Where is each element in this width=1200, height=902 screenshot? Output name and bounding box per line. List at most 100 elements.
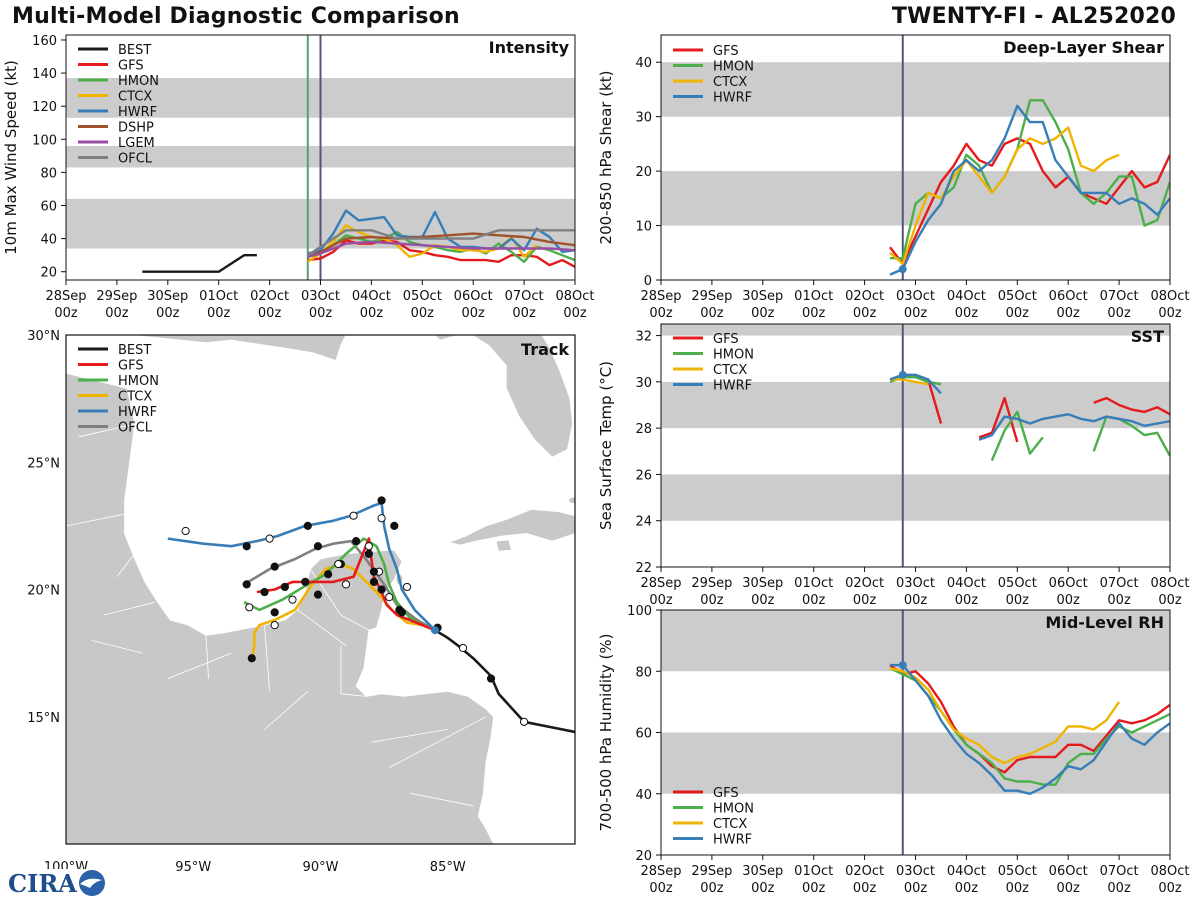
x-tick-label: 04Oct	[352, 289, 391, 304]
chart-sst: 28Sep 00z 29Sep 00z 30Sep 00z 01Oct 00z 02Oct 00z…	[597, 323, 1190, 608]
cira-logo-icon: CIRA	[4, 869, 108, 898]
border-line	[409, 792, 474, 807]
land-usa	[66, 335, 575, 458]
track-marker-hmon	[270, 608, 279, 617]
x-tick-label: 30Sep	[742, 864, 783, 879]
init-point	[898, 370, 907, 379]
border-line	[66, 512, 130, 527]
x-tick-label: 03Oct	[896, 864, 935, 879]
x-tick-hour: 00z	[955, 306, 979, 321]
border-line	[309, 568, 342, 616]
y-tick-label: 25°N	[27, 456, 60, 471]
y-tick-label: 120	[32, 100, 57, 115]
series-ofcl	[307, 229, 575, 257]
y-tick-label: 40	[40, 233, 57, 248]
border-line	[297, 609, 347, 646]
band-0	[661, 171, 1170, 226]
legend-label-ctcx: CTCX	[713, 75, 747, 90]
track-marker-ctcx	[313, 590, 323, 599]
legend-label-lgem: LGEM	[118, 136, 155, 151]
track-marker-ofcl	[313, 542, 323, 551]
chart-track: 100°W 95°W 90°W 85°W15°N20°N25°N30°NTrackBE…	[27, 329, 576, 875]
track-marker-gfs	[369, 567, 379, 576]
legend-label-gfs: GFS	[118, 59, 144, 74]
x-tick-hour: 00z	[649, 306, 673, 321]
legend-label-ctcx: CTCX	[118, 90, 152, 105]
x-tick-hour: 00z	[649, 881, 673, 896]
series-group	[889, 661, 1170, 795]
legend-label-hwrf: HWRF	[118, 105, 157, 120]
x-tick-hour: 00z	[563, 306, 587, 321]
x-tick-hour: 00z	[853, 881, 877, 896]
track-marker-ofcl	[270, 562, 279, 571]
x-tick-hour: 00z	[462, 306, 486, 321]
y-tick-label: 24	[635, 515, 652, 530]
x-tick-label: 07Oct	[1100, 289, 1139, 304]
x-tick-hour: 00z	[1158, 306, 1182, 321]
x-tick-label: 06Oct	[1049, 864, 1088, 879]
page-title: Multi-Model Diagnostic Comparison	[12, 4, 460, 29]
legend-label-hwrf: HWRF	[713, 91, 752, 106]
legend-label-hmon: HMON	[713, 348, 754, 363]
series-ctcx	[889, 667, 1121, 765]
x-tick-label: 95°W	[175, 860, 211, 875]
cira-logo-text: CIRA	[8, 869, 77, 898]
x-tick-hour: 00z	[1158, 881, 1182, 896]
legend-label-hmon: HMON	[713, 802, 754, 817]
init-point	[898, 265, 907, 274]
x-tick-label: 04Oct	[947, 576, 986, 591]
track-marker-hmon	[288, 595, 297, 604]
x-tick-label: 30Sep	[742, 576, 783, 591]
legend-label-gfs: GFS	[713, 332, 739, 347]
x-tick-hour: 00z	[1006, 881, 1030, 896]
series-gfs	[1093, 396, 1170, 416]
x-tick-hour: 00z	[649, 593, 673, 608]
plot-frame	[660, 34, 1171, 281]
y-axis-label: 10m Max Wind Speed (kt)	[2, 60, 20, 255]
x-tick-label: 07Oct	[1100, 576, 1139, 591]
legend-label-best: BEST	[118, 43, 151, 58]
land-mexico-central-america	[66, 372, 575, 844]
x-tick-hour: 00z	[207, 306, 231, 321]
band-1	[661, 62, 1170, 117]
series-lgem	[307, 240, 575, 258]
x-tick-label: 30Sep	[147, 289, 188, 304]
x-tick-hour: 00z	[1057, 306, 1081, 321]
band-2	[661, 324, 1170, 336]
x-tick-hour: 00z	[955, 881, 979, 896]
y-tick-label: 140	[32, 67, 57, 82]
y-tick-label: 160	[32, 34, 57, 49]
border-line	[340, 693, 367, 697]
track-marker-gfs	[377, 585, 386, 594]
legend-label-ofcl: OFCL	[118, 152, 153, 167]
x-tick-hour: 00z	[1006, 306, 1030, 321]
x-tick-hour: 00z	[1057, 593, 1081, 608]
x-tick-label: 05Oct	[403, 289, 442, 304]
tracks-group	[167, 496, 575, 734]
storm-id: TWENTY-FI - AL252020	[891, 4, 1176, 29]
plot-frame	[65, 34, 576, 281]
x-tick-hour: 00z	[54, 306, 78, 321]
border-line	[78, 423, 135, 438]
track-marker-ofcl	[242, 580, 251, 589]
legend-label-best: BEST	[118, 343, 151, 358]
x-tick-label: 04Oct	[947, 289, 986, 304]
x-tick-label: 01Oct	[794, 289, 833, 304]
border-line	[167, 652, 232, 679]
y-axis-label: Sea Surface Temp (°C)	[597, 361, 615, 530]
legend-label-gfs: GFS	[713, 44, 739, 59]
series-hwrf	[890, 663, 1170, 795]
legend-label-hmon: HMON	[118, 74, 159, 89]
x-tick-label: 04Oct	[947, 864, 986, 879]
legend-label-dshp: DSHP	[118, 121, 154, 136]
y-tick-label: 28	[635, 422, 652, 437]
x-tick-label: 90°W	[303, 860, 339, 875]
legend-label-hwrf: HWRF	[713, 379, 752, 394]
x-tick-label: 28Sep	[640, 289, 681, 304]
y-axis-label: 200-850 hPa Shear (kt)	[597, 71, 615, 245]
legend-label-hwrf: HWRF	[118, 405, 157, 420]
track-marker-hwrf	[181, 526, 190, 536]
x-tick-label: 06Oct	[1049, 289, 1088, 304]
track-marker-hmon	[324, 570, 333, 579]
